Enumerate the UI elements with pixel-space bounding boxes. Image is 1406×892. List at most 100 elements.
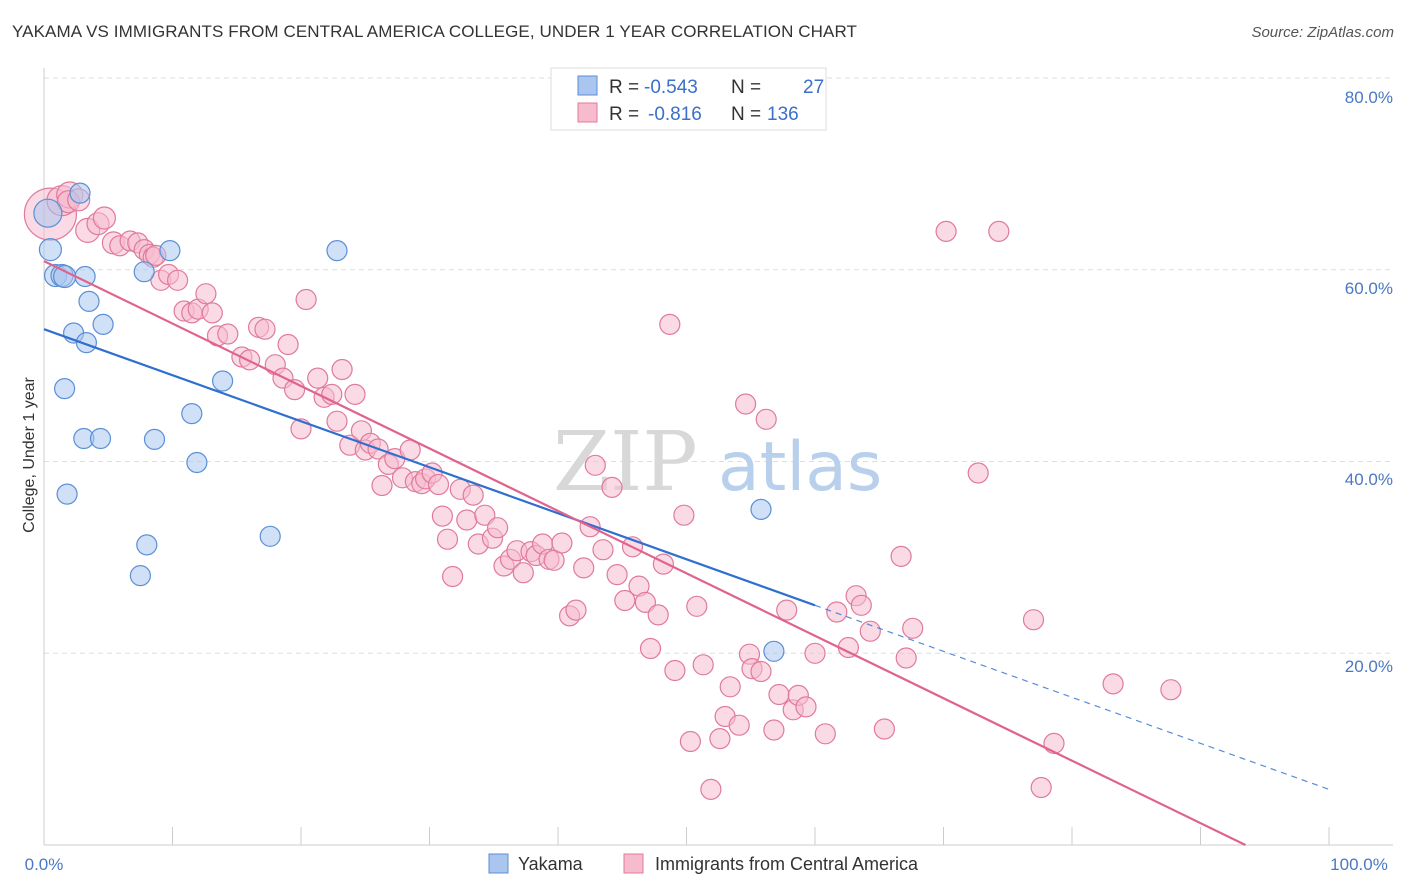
immigrants-point-83 [601, 476, 623, 498]
immigrants-point-40 [331, 358, 353, 381]
immigrants-point-108 [763, 719, 785, 741]
immigrants-point-110 [776, 599, 798, 621]
immigrants-point-107 [755, 408, 777, 430]
trendlines [43, 260, 1330, 846]
immigrants-point-59 [442, 565, 464, 588]
legend-n-label-yakama: N = [731, 77, 761, 98]
immigrants-point-113 [795, 696, 817, 718]
immigrants-point-89 [639, 637, 662, 660]
yakama-point-21 [212, 370, 234, 392]
immigrants-point-94 [673, 504, 695, 526]
yakama-point-15 [143, 428, 166, 450]
immigrants-point-98 [700, 778, 722, 801]
legend-n-value-yakama: 27 [803, 77, 824, 98]
yakama-point-0 [33, 198, 63, 228]
immigrants-point-103 [734, 393, 757, 415]
legend-r-value-yakama: -0.543 [644, 77, 698, 98]
yakama-point-19 [133, 261, 155, 283]
immigrants-trendline [43, 260, 1246, 846]
yakama-point-12 [56, 483, 78, 505]
immigrants-point-25 [217, 323, 239, 345]
y-tick-label-20: 20.0% [1345, 657, 1393, 676]
immigrants-point-101 [719, 676, 741, 698]
immigrants-point-114 [804, 642, 826, 664]
immigrants-point-130 [1043, 732, 1065, 755]
yakama-point-18 [129, 564, 151, 587]
y-tick-labels: 20.0% 40.0% 60.0% 80.0% [1345, 88, 1393, 676]
immigrants-point-115 [814, 723, 836, 745]
immigrants-point-123 [895, 647, 917, 669]
legend-n-label-immigrants: N = [731, 104, 761, 125]
y-tick-label-40: 40.0% [1345, 470, 1393, 489]
yakama-point-1 [38, 238, 63, 262]
immigrants-point-121 [873, 718, 896, 740]
immigrants-point-109 [768, 683, 790, 706]
immigrants-point-76 [551, 532, 573, 554]
y-tick-label-60: 60.0% [1345, 279, 1393, 298]
x-ticks [172, 827, 1330, 845]
immigrants-point-99 [709, 727, 731, 750]
immigrants-point-32 [277, 333, 299, 356]
immigrants-point-95 [679, 730, 702, 753]
immigrants-point-62 [462, 484, 484, 506]
yakama-point-16 [181, 403, 203, 425]
immigrants-point-132 [1160, 679, 1182, 701]
immigrants-point-70 [512, 562, 534, 584]
yakama-point-5 [69, 182, 91, 204]
yakama-point-24 [136, 534, 158, 556]
immigrants-point-127 [988, 220, 1010, 242]
stats-legend: R = -0.543 N = 27 R = -0.816 N = 136 [550, 67, 827, 131]
immigrants-point-93 [664, 659, 686, 682]
immigrants-point-22 [195, 283, 217, 305]
immigrants-point-96 [686, 595, 708, 617]
yakama-point-22 [326, 240, 348, 262]
immigrants-point-119 [850, 594, 872, 616]
yakama-point-20 [159, 240, 181, 262]
immigrants-point-102 [728, 714, 750, 736]
immigrants-point-39 [326, 410, 348, 432]
immigrants-point-81 [584, 454, 606, 476]
yakama-point-10 [92, 313, 114, 335]
y-tick-label-80: 80.0% [1345, 88, 1393, 107]
immigrants-point-79 [573, 557, 595, 579]
yakama-point-11 [53, 378, 76, 400]
immigrants-point-85 [614, 589, 636, 612]
legend-n-value-immigrants: 136 [767, 104, 799, 125]
yakama-point-9 [75, 332, 98, 354]
y-axis-title: College, Under 1 year [21, 377, 38, 533]
immigrants-point-23 [201, 302, 223, 324]
immigrants-point-122 [890, 545, 912, 568]
immigrants-point-75 [543, 549, 565, 571]
immigrants-point-47 [371, 474, 393, 497]
legend-r-label-yakama: R = [609, 77, 639, 98]
immigrants-point-58 [436, 528, 459, 550]
legend-swatch-yakama [577, 75, 598, 96]
immigrants-point-61 [456, 509, 478, 531]
immigrants-point-129 [1030, 776, 1052, 799]
immigrants-point-35 [295, 288, 317, 311]
immigrants-point-125 [935, 220, 957, 242]
immigrants-points [23, 181, 1182, 801]
immigrants-point-57 [431, 505, 453, 527]
immigrants-point-106 [750, 660, 772, 683]
immigrants-point-88 [634, 591, 657, 614]
bottom-legend-label-immigrants: Immigrants from Central America [655, 854, 919, 874]
immigrants-point-66 [487, 517, 509, 539]
immigrants-point-131 [1102, 673, 1124, 695]
yakama-point-17 [186, 451, 208, 474]
immigrants-point-7 [92, 206, 117, 230]
watermark: ZIP atlas [553, 415, 882, 510]
immigrants-point-36 [307, 367, 329, 389]
immigrants-point-124 [902, 617, 924, 639]
yakama-point-26 [763, 640, 785, 662]
yakama-point-25 [750, 498, 772, 520]
legend-r-label-immigrants: R = [609, 104, 639, 125]
immigrants-point-29 [254, 318, 276, 340]
yakama-point-14 [89, 427, 112, 450]
immigrants-point-42 [344, 383, 366, 405]
chart-title: YAKAMA VS IMMIGRANTS FROM CENTRAL AMERIC… [12, 22, 858, 41]
x-tick-label-0: 0.0% [25, 855, 64, 874]
source-credit: Source: ZipAtlas.com [1251, 24, 1394, 41]
immigrants-point-92 [659, 313, 681, 335]
